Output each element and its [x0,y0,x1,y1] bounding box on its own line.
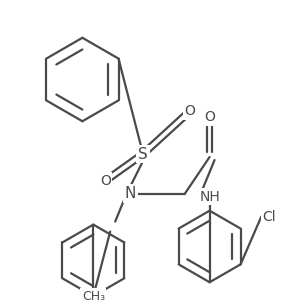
Text: CH₃: CH₃ [82,290,105,303]
Text: S: S [138,147,148,161]
Text: N: N [125,186,136,201]
Text: O: O [204,110,215,124]
Text: O: O [184,104,195,118]
Text: NH: NH [199,190,220,204]
Text: O: O [100,174,111,188]
Text: Cl: Cl [262,210,276,224]
